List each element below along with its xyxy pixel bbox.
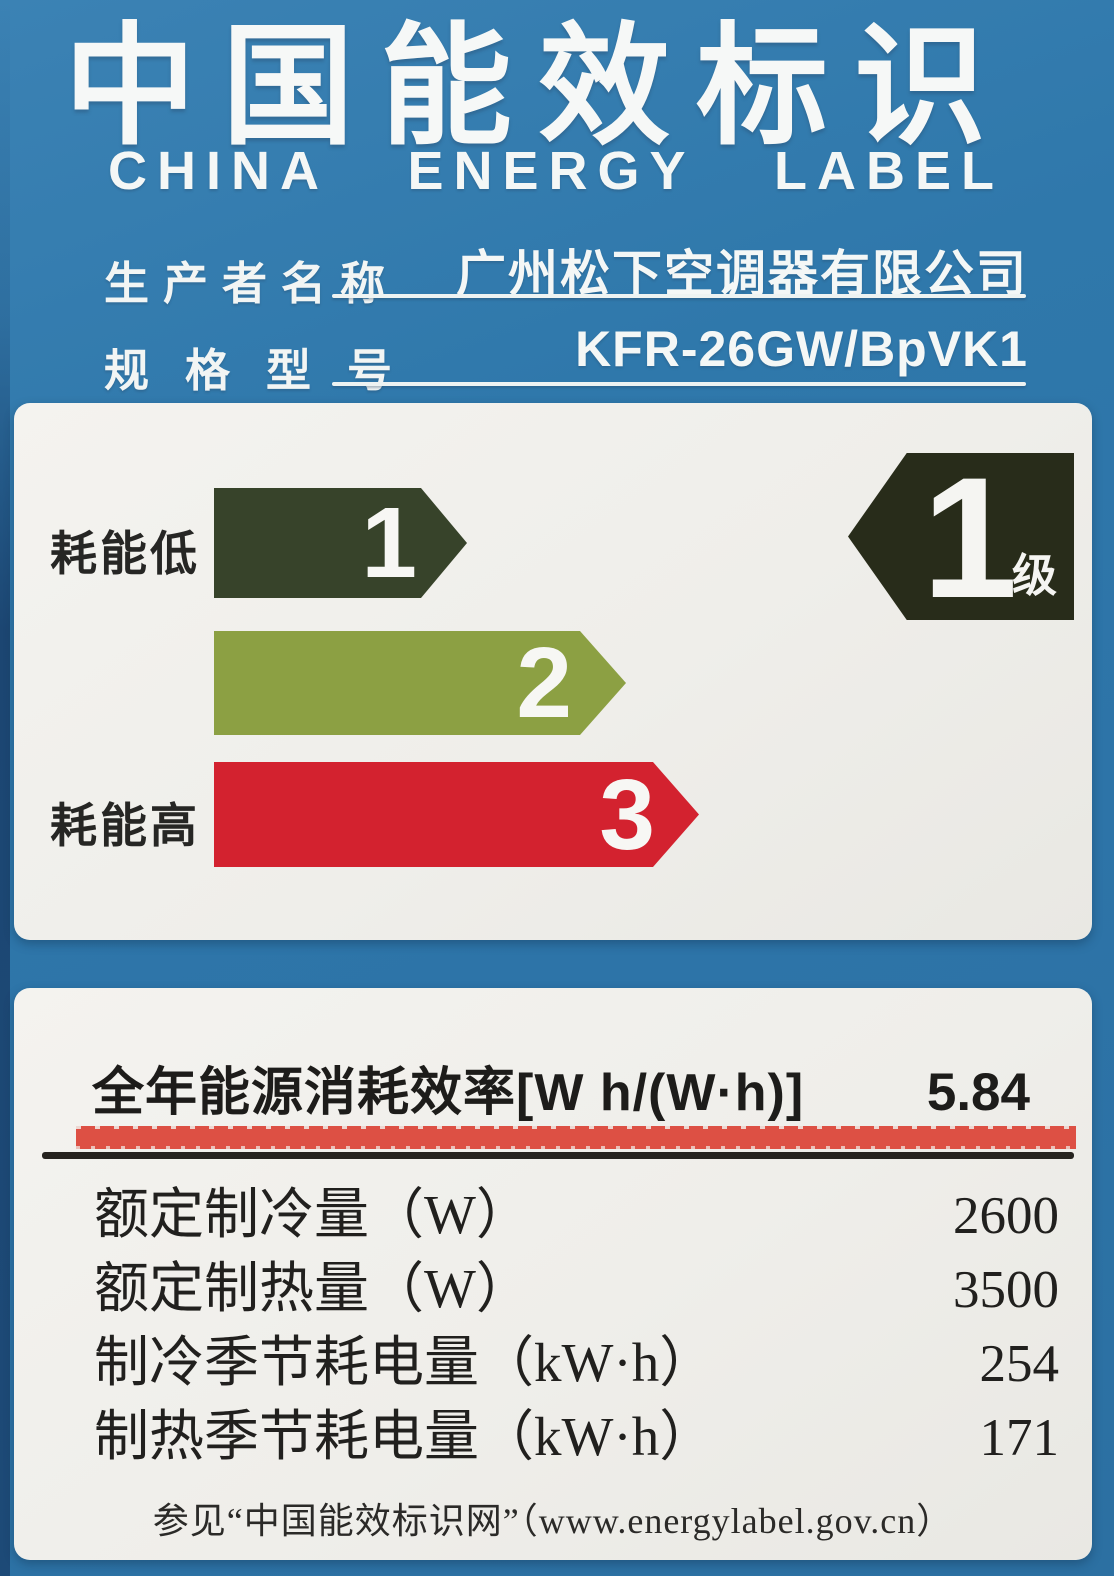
tier-1-number: 1 xyxy=(361,487,417,599)
rated-cooling-label: 额定制冷量（W） xyxy=(94,1184,531,1245)
heating-season-consumption-label: 制热季节耗电量（kW·h） xyxy=(94,1406,715,1467)
efficiency-row: 全年能源消耗效率[W h/(W·h)] 5.84 xyxy=(92,1050,1030,1125)
spec-table: 额定制冷量（W） 2600 额定制热量（W） 3500 制冷季节耗电量（kW·h… xyxy=(94,1178,1059,1474)
title-word-energy: ENERGY xyxy=(407,141,696,201)
efficiency-label: 全年能源消耗效率[W h/(W·h)] xyxy=(92,1064,805,1122)
heating-season-consumption-value: 171 xyxy=(979,1409,1060,1467)
producer-underline xyxy=(332,294,1026,298)
table-row: 额定制热量（W） 3500 xyxy=(94,1252,1059,1326)
data-panel: 全年能源消耗效率[W h/(W·h)] 5.84 额定制冷量（W） 2600 额… xyxy=(14,988,1092,1560)
rated-heating-label: 额定制热量（W） xyxy=(94,1258,531,1319)
efficiency-tier-panel: 耗能低 耗能高 1 2 3 1 级 xyxy=(14,403,1092,940)
model-number-value: KFR-26GW/BpVK1 xyxy=(575,321,1028,377)
photo-edge-strip xyxy=(0,0,10,1576)
rated-cooling-value: 2600 xyxy=(953,1187,1059,1245)
title-chinese: 中国能效标识 xyxy=(64,13,1012,160)
cooling-season-consumption-value: 254 xyxy=(979,1335,1060,1393)
grade-number: 1 xyxy=(922,442,1018,634)
producer-name-label: 生产者名称 xyxy=(104,258,400,309)
footer-note: 参见“中国能效标识网”（www.energylabel.gov.cn） xyxy=(152,1501,954,1541)
table-row: 制冷季节耗电量（kW·h） 254 xyxy=(94,1326,1059,1400)
producer-name-value: 广州松下空调器有限公司 xyxy=(456,246,1028,302)
cooling-season-consumption-label: 制冷季节耗电量（kW·h） xyxy=(94,1332,715,1393)
rated-heating-value: 3500 xyxy=(953,1261,1059,1319)
tier-3-arrow: 3 xyxy=(214,762,699,867)
title-word-label: LABEL xyxy=(774,141,1004,201)
tier-2-arrow: 2 xyxy=(214,631,626,735)
model-underline xyxy=(332,382,1026,386)
tier-2-number: 2 xyxy=(516,627,572,739)
divider-rule xyxy=(42,1152,1074,1159)
title-word-china: CHINA xyxy=(108,141,329,201)
grade-suffix: 级 xyxy=(1012,550,1058,601)
high-consumption-label: 耗能高 xyxy=(50,799,200,852)
model-number-label: 规格型号 xyxy=(104,345,429,396)
red-highlight-band xyxy=(76,1126,1076,1149)
title-english: CHINA ENERGY LABEL xyxy=(108,140,1004,202)
table-row: 额定制冷量（W） 2600 xyxy=(94,1178,1059,1252)
grade-arrow: 1 级 xyxy=(848,453,1074,620)
low-consumption-label: 耗能低 xyxy=(50,527,200,580)
efficiency-value: 5.84 xyxy=(926,1063,1030,1122)
tier-1-arrow: 1 xyxy=(214,488,467,598)
tier-3-number: 3 xyxy=(599,758,655,871)
table-row: 制热季节耗电量（kW·h） 171 xyxy=(94,1400,1059,1474)
